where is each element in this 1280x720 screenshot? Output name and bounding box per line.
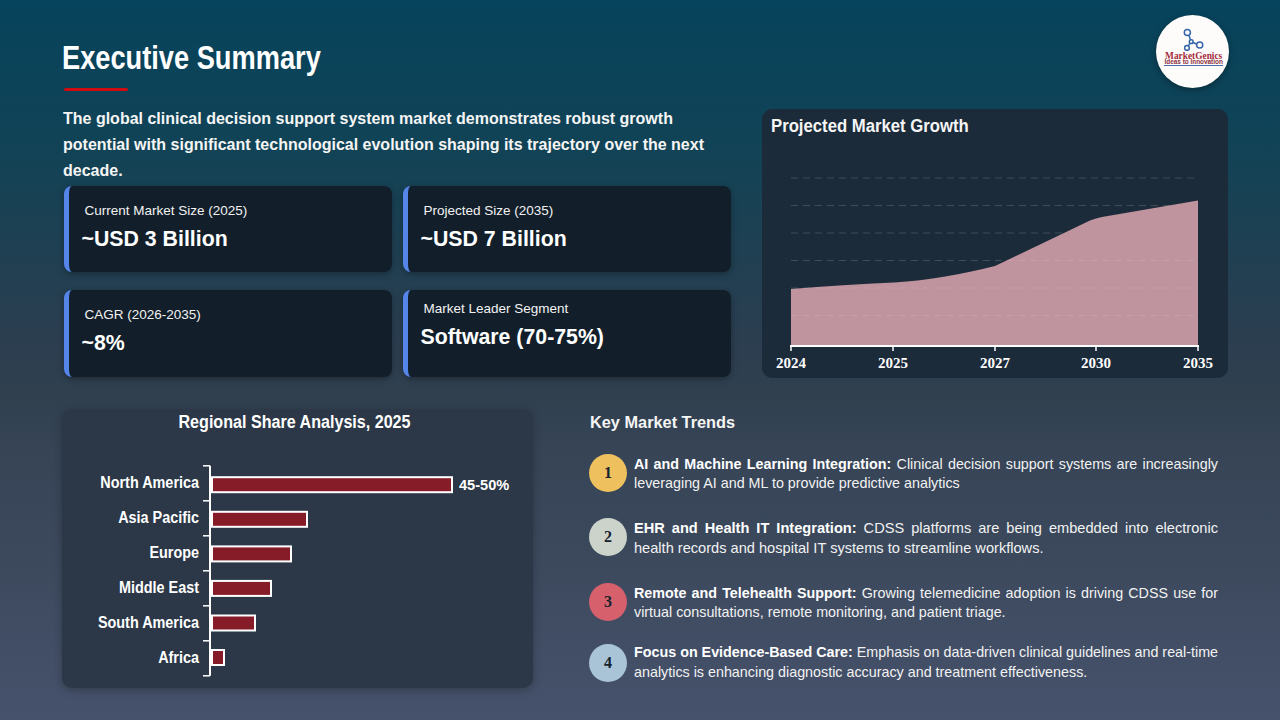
svg-text:Ideas to Innovation: Ideas to Innovation — [1164, 58, 1222, 65]
